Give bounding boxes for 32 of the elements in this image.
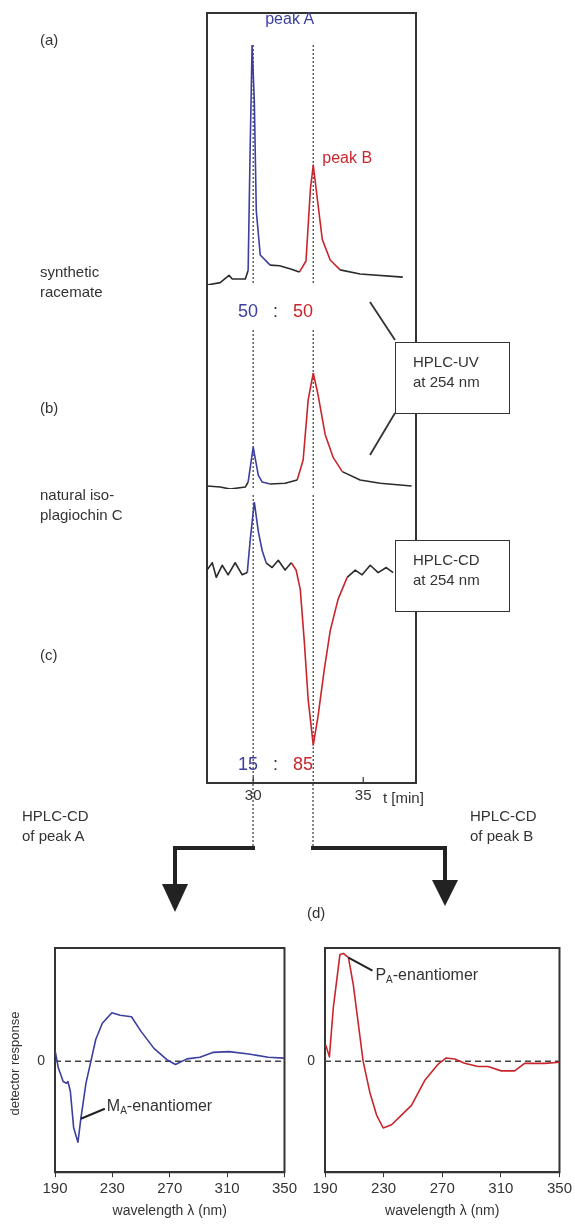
text: synthetic racemate (40, 262, 104, 301)
x-axis-title: wavelength λ (nm) (384, 1202, 500, 1219)
x-tick-label: 35 (354, 785, 372, 803)
text: HPLC-CD of peak B (470, 806, 538, 845)
text: (c) (40, 645, 58, 665)
x-tick-label: 190 (42, 1179, 68, 1197)
x-axis-title: wavelength λ (nm) (111, 1202, 227, 1219)
text: (b) (40, 398, 59, 418)
text: HPLC-CD of peak A (22, 806, 90, 845)
x-tick-label: 230 (99, 1179, 125, 1197)
ref-line-label: 0 (37, 1052, 46, 1069)
x-tick-label: 230 (371, 1179, 397, 1197)
ref-line-label: 0 (307, 1052, 316, 1069)
x-tick-label: 190 (312, 1179, 338, 1197)
x-tick-label: 30 (244, 785, 262, 803)
text: (d) (307, 903, 326, 923)
annotation: HPLC-UV at 254 nm (413, 352, 481, 391)
annotation: HPLC-CD at 254 nm (413, 550, 481, 589)
annotation: 15 : 85 (238, 754, 314, 774)
annotation: peak B (322, 149, 373, 167)
y-axis-title: detector response (6, 1010, 22, 1118)
x-tick-label: 270 (157, 1179, 183, 1197)
x-tick-label: 350 (546, 1179, 572, 1197)
x-tick-label: 270 (429, 1179, 455, 1197)
text: natural iso-plagiochin C (40, 485, 124, 524)
x-tick-label: 310 (488, 1179, 514, 1197)
x-axis-title: t [min] (383, 789, 424, 806)
annotation: peak A (265, 10, 315, 28)
text: (a) (40, 30, 59, 50)
x-tick-label: 310 (214, 1179, 240, 1197)
x-tick-label: 350 (271, 1179, 297, 1197)
text: 50 : 50 (238, 301, 314, 321)
